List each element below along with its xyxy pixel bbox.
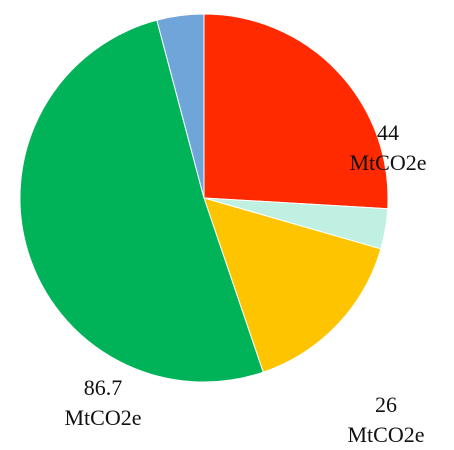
slice-label-value: 44 <box>377 120 399 145</box>
pie-slice-4 <box>156 13 205 199</box>
pie-slices <box>19 13 389 383</box>
slice-label-0: 44 MtCO2e <box>350 120 427 175</box>
slice-label-2: 26 MtCO2e <box>348 392 425 447</box>
slice-label-3: 86.7 MtCO2e <box>65 375 142 430</box>
slice-label-unit: MtCO2e <box>350 150 427 175</box>
slice-label-value: 86.7 <box>84 375 123 400</box>
pie-slice-2 <box>203 197 382 373</box>
slice-label-unit: MtCO2e <box>65 405 142 430</box>
pie-slice-3 <box>19 19 264 383</box>
slice-label-unit: MtCO2e <box>348 422 425 447</box>
pie-labels: 44 MtCO2e 26 MtCO2e 86.7 MtCO2e <box>65 120 427 447</box>
slice-label-value: 26 <box>375 392 397 417</box>
pie-slice-0 <box>203 13 389 210</box>
